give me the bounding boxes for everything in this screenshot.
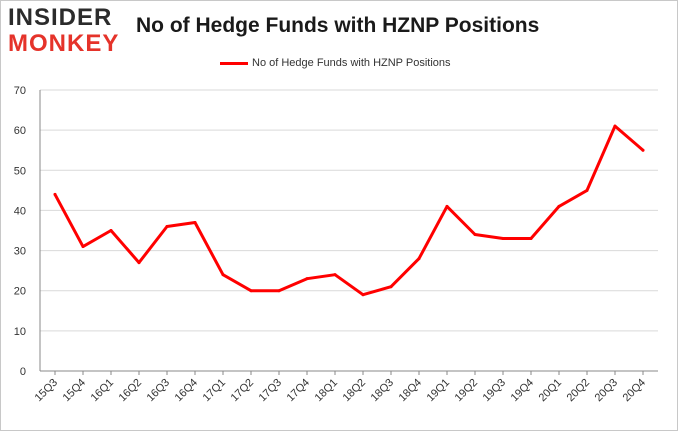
x-tick-label: 19Q3 bbox=[481, 377, 509, 405]
x-tick-label: 16Q2 bbox=[117, 377, 145, 405]
x-tick-label: 20Q1 bbox=[537, 377, 565, 405]
legend-label: No of Hedge Funds with HZNP Positions bbox=[252, 57, 451, 69]
x-tick-label: 16Q3 bbox=[145, 377, 173, 405]
data-point bbox=[585, 188, 589, 192]
legend-swatch bbox=[220, 61, 248, 65]
x-tick-label: 18Q2 bbox=[341, 377, 369, 405]
data-point bbox=[417, 257, 421, 261]
y-tick-label: 0 bbox=[20, 366, 26, 378]
data-point bbox=[361, 293, 365, 297]
x-tick-label: 19Q1 bbox=[425, 377, 453, 405]
data-point bbox=[445, 204, 449, 208]
x-tick-label: 17Q3 bbox=[257, 377, 285, 405]
data-point bbox=[529, 237, 533, 241]
y-tick-label: 60 bbox=[14, 125, 26, 137]
y-tick-label: 40 bbox=[14, 205, 26, 217]
x-tick-label: 19Q2 bbox=[453, 377, 481, 405]
data-point bbox=[193, 220, 197, 224]
x-tick-label: 17Q1 bbox=[201, 377, 229, 405]
x-tick-label: 16Q4 bbox=[173, 377, 201, 405]
data-point bbox=[53, 192, 57, 196]
x-tick-label: 16Q1 bbox=[89, 377, 117, 405]
y-tick-label: 20 bbox=[14, 286, 26, 298]
y-tick-label: 30 bbox=[14, 246, 26, 258]
data-point bbox=[389, 285, 393, 289]
data-point bbox=[109, 229, 113, 232]
legend: No of Hedge Funds with HZNP Positions bbox=[220, 56, 451, 70]
data-point bbox=[221, 273, 225, 277]
data-point bbox=[641, 148, 645, 152]
logo-line-2: MONKEY bbox=[8, 30, 120, 57]
y-tick-label: 10 bbox=[14, 326, 26, 338]
x-tick-label: 18Q4 bbox=[397, 377, 425, 405]
series-line bbox=[53, 124, 645, 297]
insider-monkey-logo: INSIDER MONKEY bbox=[8, 6, 126, 56]
data-point bbox=[557, 204, 561, 208]
data-point bbox=[249, 289, 253, 293]
x-tick-label: 20Q2 bbox=[565, 377, 593, 405]
data-point bbox=[277, 289, 281, 293]
data-point bbox=[613, 124, 617, 128]
x-tick-label: 15Q3 bbox=[33, 377, 61, 405]
x-tick-label: 20Q4 bbox=[621, 377, 649, 405]
x-tick-label: 18Q3 bbox=[369, 377, 397, 405]
x-tick-label: 15Q4 bbox=[61, 377, 89, 405]
data-point bbox=[305, 277, 309, 281]
x-tick-label: 17Q2 bbox=[229, 377, 257, 405]
y-tick-label: 70 bbox=[14, 85, 26, 97]
data-point bbox=[333, 273, 337, 277]
data-point bbox=[81, 245, 85, 249]
y-tick-label: 50 bbox=[14, 165, 26, 177]
data-point bbox=[473, 233, 477, 237]
data-point bbox=[501, 237, 505, 241]
logo-line-1: INSIDER bbox=[8, 4, 113, 31]
data-point bbox=[165, 224, 169, 228]
x-tick-label: 18Q1 bbox=[313, 377, 341, 405]
x-tick-label: 20Q3 bbox=[593, 377, 621, 405]
x-tick-label: 19Q4 bbox=[509, 377, 537, 405]
data-point bbox=[137, 261, 141, 265]
chart-title: No of Hedge Funds with HZNP Positions bbox=[136, 14, 540, 37]
x-tick-label: 17Q4 bbox=[285, 377, 313, 405]
